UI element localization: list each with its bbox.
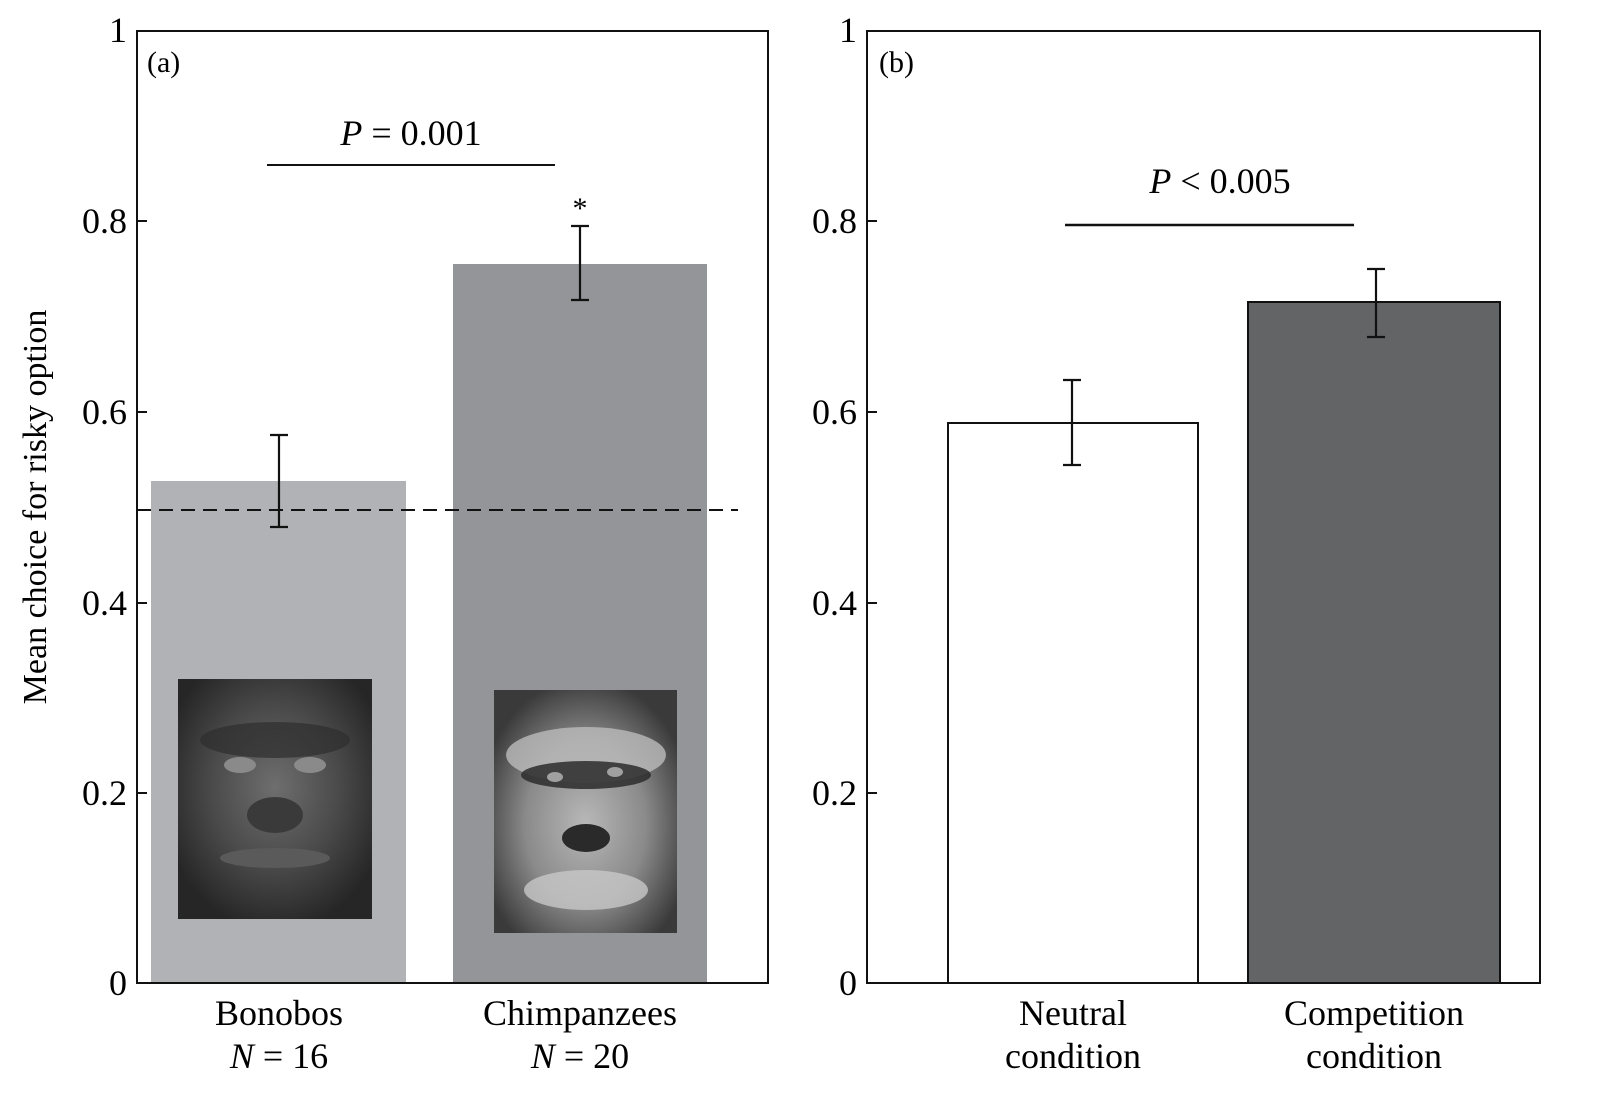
category-neutral-line1: Neutral <box>1019 993 1127 1033</box>
error-bar-neutral <box>1063 378 1081 467</box>
tick-0: 0 <box>109 963 127 1003</box>
category-competition-line2: condition <box>1306 1036 1442 1076</box>
y-axis-label: Mean choice for risky option <box>17 310 54 705</box>
tick-0.8: 0.8 <box>82 201 127 241</box>
tick-0.8: 0.8 <box>812 201 857 241</box>
error-bar-chimpanzees <box>571 224 589 302</box>
category-bonobos: Bonobos <box>215 993 343 1033</box>
chimpanzee-photo <box>494 690 677 933</box>
category-neutral-line2: condition <box>1005 1036 1141 1076</box>
tick-0.6: 0.6 <box>82 392 127 432</box>
category-competition-line1: Competition <box>1284 993 1464 1033</box>
bar-competition <box>1247 301 1501 984</box>
panel-a: 1 0.8 0.6 0.4 0.2 0 (a) P = 0.001 * Bono… <box>82 10 769 1076</box>
panel-a-tick-labels: 1 0.8 0.6 0.4 0.2 0 <box>82 10 127 1003</box>
panel-b-label: (b) <box>879 46 914 79</box>
error-bar-competition <box>1367 267 1385 339</box>
tick-1: 1 <box>109 10 127 50</box>
panel-a-frame <box>136 30 769 984</box>
panel-b-tick-labels: 1 0.8 0.6 0.4 0.2 0 <box>812 10 857 1003</box>
error-bar-bonobos <box>270 433 288 529</box>
bonobo-photo <box>178 679 372 919</box>
tick-0.4: 0.4 <box>82 583 127 623</box>
panel-b-ticks <box>867 220 877 794</box>
bar-neutral <box>947 422 1199 984</box>
tick-0: 0 <box>839 963 857 1003</box>
asterisk-chimpanzees: * <box>573 192 588 225</box>
panel-a-ticks <box>137 220 147 794</box>
p-value-b: P < 0.005 <box>1148 161 1290 201</box>
n-chimpanzees: N = 20 <box>530 1036 629 1076</box>
tick-1: 1 <box>839 10 857 50</box>
panel-a-label: (a) <box>147 46 180 79</box>
p-value-a: P = 0.001 <box>339 113 481 153</box>
tick-0.2: 0.2 <box>82 773 127 813</box>
tick-0.6: 0.6 <box>812 392 857 432</box>
category-chimpanzees: Chimpanzees <box>483 993 677 1033</box>
tick-0.4: 0.4 <box>812 583 857 623</box>
panel-b: 1 0.8 0.6 0.4 0.2 0 (b) P < 0.005 Neutra… <box>812 10 1541 1076</box>
tick-0.2: 0.2 <box>812 773 857 813</box>
n-bonobos: N = 16 <box>229 1036 328 1076</box>
panel-b-frame <box>866 30 1541 984</box>
